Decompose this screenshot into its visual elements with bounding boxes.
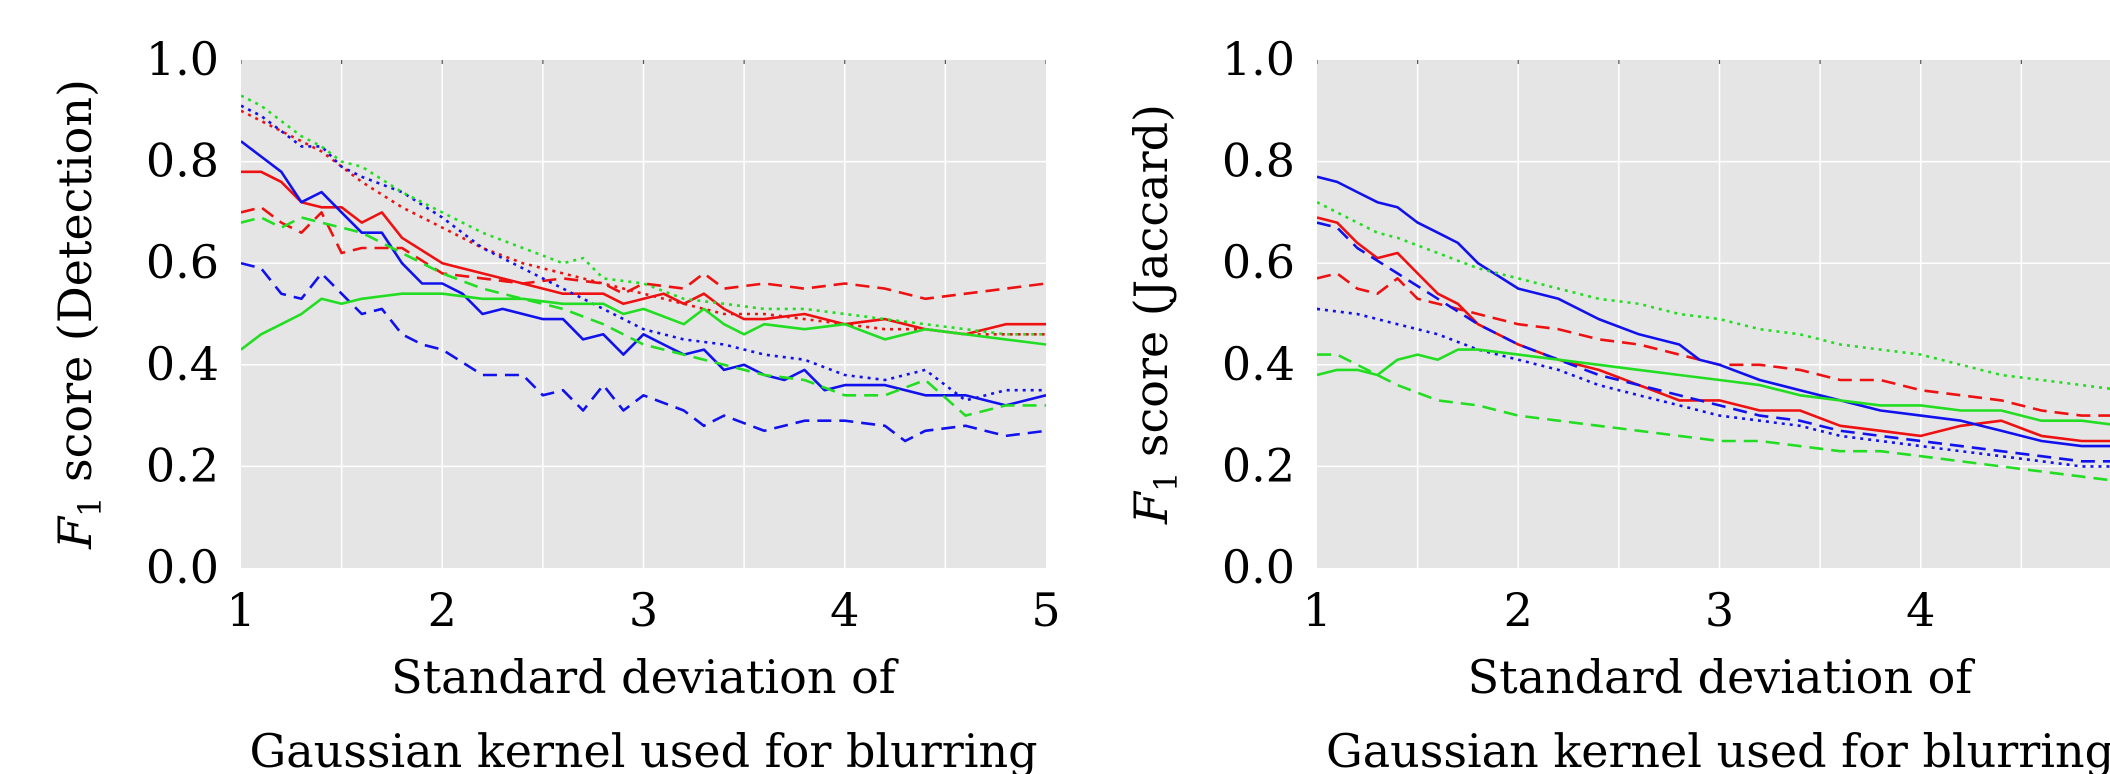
grid: [1317, 60, 2110, 568]
x-tick-label: 2: [428, 583, 457, 637]
y-tick-label: 0.0: [1222, 540, 1295, 594]
y-tick-label: 0.4: [1222, 337, 1295, 391]
x-tick-label: 5: [1031, 583, 1060, 637]
y-axis-label-main: F: [48, 515, 102, 550]
x-axis-label-line-1: Gaussian kernel used for blurring: [1326, 724, 2110, 774]
y-axis-label-rest: score (Detection): [48, 79, 102, 497]
series-line-5: [241, 104, 1046, 402]
grid: [241, 60, 1046, 568]
series-line-7: [1317, 201, 2110, 390]
y-tick-label: 0.2: [146, 438, 219, 492]
x-tick-label: 3: [1705, 583, 1734, 637]
x-tick-label: 3: [629, 583, 658, 637]
series-line-4: [1317, 307, 2110, 468]
y-tick-label: 1.0: [1222, 32, 1295, 86]
y-axis-label-main: F: [1124, 490, 1178, 525]
series-line-2: [1317, 175, 2110, 448]
chart-detection: 1 2 3 4 5 0.0 0.2 0.4 0.6 0.8 1.0 Standard deviatio…: [48, 32, 1061, 774]
series-line-6: [241, 292, 1046, 351]
y-tick-label: 0.6: [146, 235, 219, 289]
y-axis-label-subscript: 1: [1147, 472, 1185, 492]
series-line-5: [1317, 348, 2110, 426]
y-tick-label: 0.0: [146, 540, 219, 594]
y-tick-label: 1.0: [146, 32, 219, 86]
series-line-1: [241, 206, 1046, 301]
series-group: [241, 94, 1046, 443]
x-tick-label: 1: [226, 583, 255, 637]
y-tick-label: 0.8: [146, 134, 219, 188]
plot-area: [1317, 60, 2110, 568]
y-tick-label: 0.6: [1222, 235, 1295, 289]
y-axis-label-rest: score (Jaccard): [1124, 104, 1178, 472]
tick-marks: [1317, 60, 2022, 64]
series-group: [1317, 175, 2110, 482]
chart-jaccard: 1 2 3 4 0.0 0.2 0.4 0.6 0.8 1.0 Standard deviation…: [1124, 32, 2110, 774]
series-line-3: [1317, 221, 2110, 463]
y-axis-label-subscript: 1: [71, 497, 109, 517]
series-line-4: [241, 261, 1046, 443]
y-axis-label: F1 score (Jaccard): [1124, 104, 1185, 525]
x-axis-label-line-1: Gaussian kernel used for blurring: [249, 724, 1037, 774]
y-axis-label: F1 score (Detection): [48, 79, 109, 550]
x-axis-label-line-0: Standard deviation of: [391, 650, 899, 704]
x-tick-label: 4: [1906, 583, 1935, 637]
tick-marks: [241, 60, 1046, 64]
series-line-8: [241, 94, 1046, 336]
series-line-6: [1317, 353, 2110, 482]
x-axis-label-line-0: Standard deviation of: [1468, 650, 1976, 704]
x-tick-label: 1: [1302, 583, 1331, 637]
x-tick-label: 2: [1504, 583, 1533, 637]
y-tick-label: 0.4: [146, 337, 219, 391]
x-tick-label: 4: [830, 583, 859, 637]
y-tick-label: 0.2: [1222, 438, 1295, 492]
y-tick-label: 0.8: [1222, 134, 1295, 188]
series-line-7: [241, 216, 1046, 417]
